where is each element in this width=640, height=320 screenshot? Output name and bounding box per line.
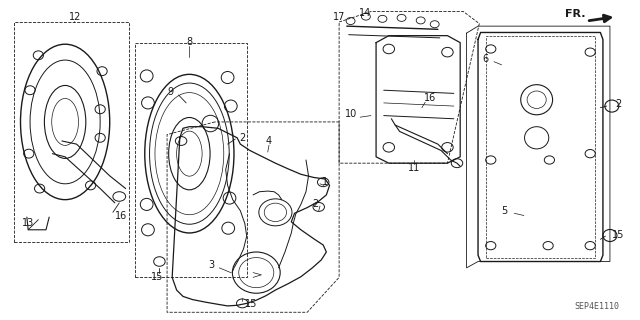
Text: SEP4E1110: SEP4E1110 [575,302,620,311]
Bar [486,36,595,258]
Text: 13: 13 [22,219,35,228]
Text: 3: 3 [209,260,215,270]
Text: 1: 1 [322,177,328,187]
Text: 16: 16 [115,212,127,221]
Bar [14,22,129,243]
Text: 4: 4 [266,136,272,146]
Text: 5: 5 [502,206,508,216]
Text: 15: 15 [612,230,625,241]
Bar [135,43,246,277]
Text: 2: 2 [615,100,621,109]
Text: 12: 12 [68,12,81,22]
Text: 10: 10 [344,109,356,119]
Text: 15: 15 [151,272,164,282]
Text: FR.: FR. [564,9,585,19]
Text: 2: 2 [239,133,245,143]
Text: 16: 16 [424,93,436,103]
Text: 17: 17 [333,12,346,22]
Text: 8: 8 [186,37,193,47]
Text: 2: 2 [312,199,319,209]
Text: 11: 11 [408,163,420,173]
Text: 6: 6 [483,54,489,64]
Text: 9: 9 [167,87,173,97]
Text: 15: 15 [245,299,257,309]
Text: 14: 14 [358,8,371,19]
